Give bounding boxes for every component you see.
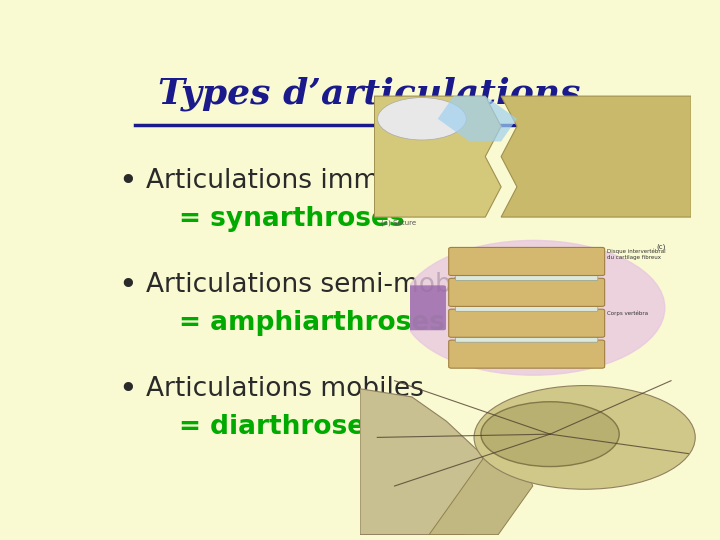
Text: Articulations mobiles: Articulations mobiles [145, 376, 423, 402]
Circle shape [474, 386, 696, 489]
Polygon shape [374, 96, 501, 217]
Text: •: • [118, 269, 137, 301]
FancyBboxPatch shape [456, 301, 598, 311]
FancyBboxPatch shape [456, 332, 598, 342]
Circle shape [481, 402, 619, 467]
FancyBboxPatch shape [449, 309, 605, 338]
Text: Corps vertébra: Corps vertébra [608, 310, 649, 316]
FancyBboxPatch shape [456, 271, 598, 280]
Text: Types d’articulations: Types d’articulations [158, 77, 580, 111]
Text: = diarthroses: = diarthroses [179, 414, 381, 440]
Polygon shape [360, 389, 498, 535]
Circle shape [377, 98, 467, 140]
FancyBboxPatch shape [449, 247, 605, 275]
Text: •: • [118, 166, 137, 197]
Circle shape [402, 240, 665, 375]
Polygon shape [501, 96, 691, 217]
FancyBboxPatch shape [449, 278, 605, 306]
Polygon shape [429, 437, 533, 535]
Text: •: • [118, 374, 137, 404]
FancyBboxPatch shape [408, 285, 446, 330]
Text: = amphiarthroses: = amphiarthroses [179, 309, 445, 335]
FancyBboxPatch shape [449, 340, 605, 368]
Text: Articulations immobiles: Articulations immobiles [145, 168, 456, 194]
Text: Articulations semi-mobiles: Articulations semi-mobiles [145, 272, 496, 298]
Text: (c): (c) [657, 244, 666, 251]
Text: = synarthroses: = synarthroses [179, 206, 405, 232]
Text: (a) Suture: (a) Suture [381, 220, 416, 226]
Polygon shape [438, 96, 517, 141]
Text: Disque intervertébral
du cartilage fibreux: Disque intervertébral du cartilage fibre… [608, 248, 666, 260]
